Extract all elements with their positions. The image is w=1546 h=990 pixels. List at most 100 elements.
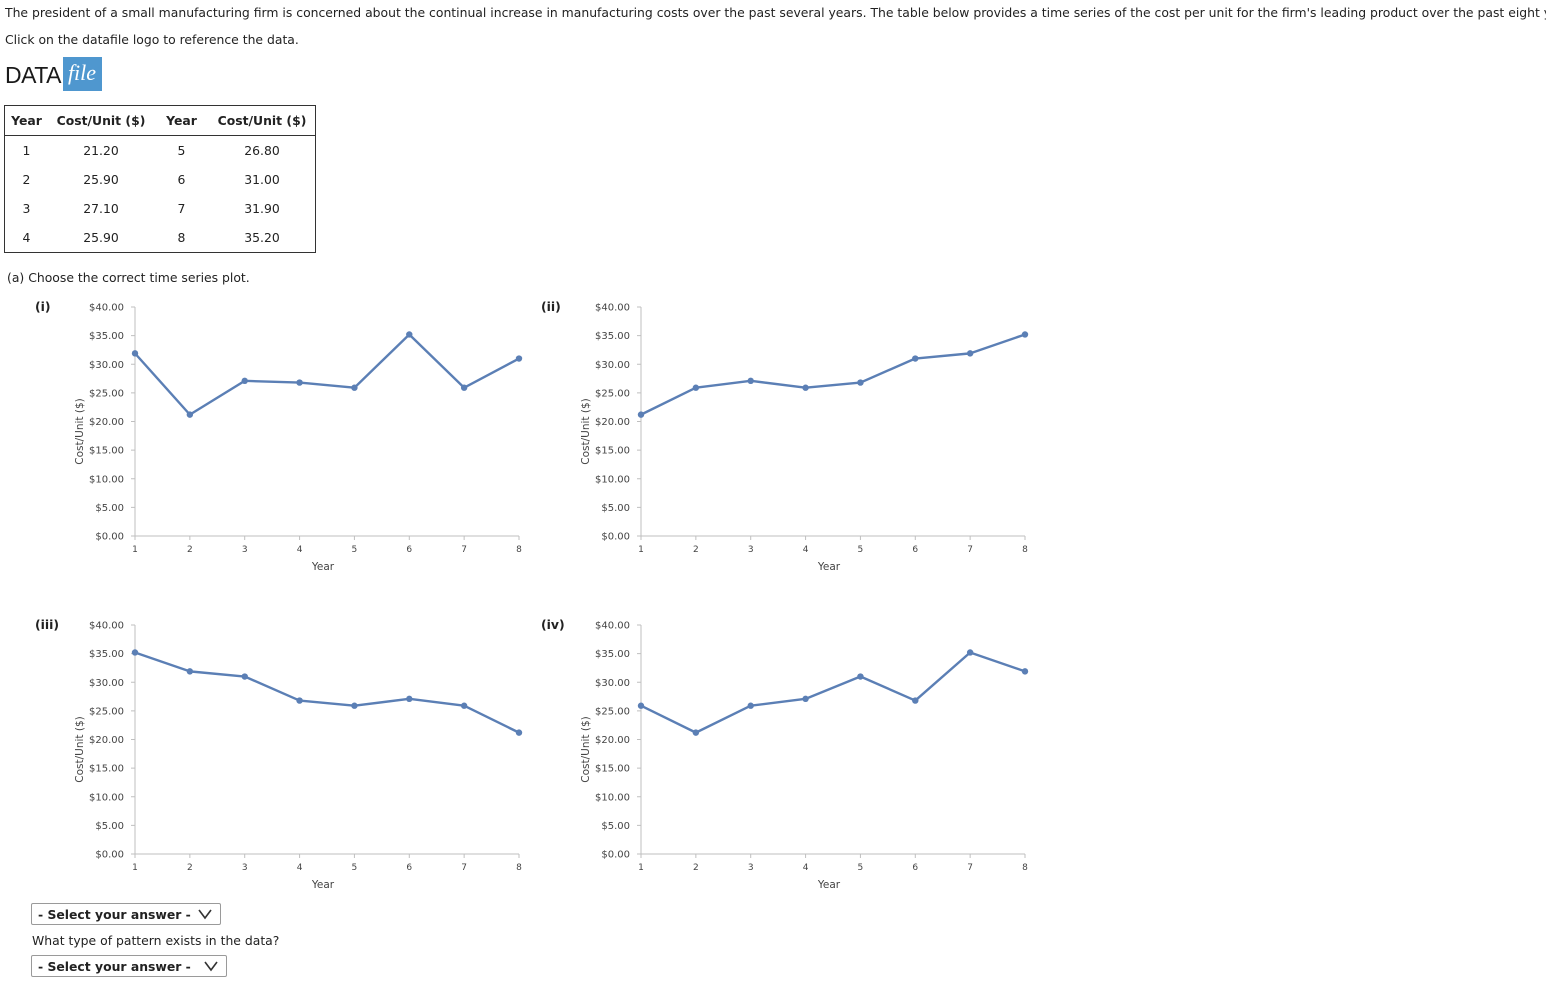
y-tick-label: $35.00 — [595, 649, 630, 660]
y-tick-label: $40.00 — [89, 303, 124, 314]
data-point — [515, 355, 523, 362]
y-tick-label: $20.00 — [89, 417, 124, 428]
plot-label-iii: (iii) — [35, 617, 60, 632]
pattern-choice-value: - Select your answer - — [38, 958, 191, 974]
table-row: 2 25.90 6 31.00 — [5, 165, 316, 194]
data-point — [637, 702, 645, 709]
data-point — [296, 697, 303, 704]
data-point — [296, 379, 303, 386]
x-tick-label: 3 — [242, 863, 248, 873]
y-tick-label: $20.00 — [89, 735, 124, 746]
data-point — [637, 411, 645, 418]
table-cell: 2 — [22, 172, 31, 187]
x-tick-label: 6 — [406, 545, 412, 555]
table-cell: 1 — [22, 143, 31, 158]
y-tick-label: $25.00 — [595, 388, 630, 399]
x-tick-label: 6 — [912, 863, 918, 873]
x-tick-label: 1 — [132, 863, 138, 873]
time-series-plot-iv: $0.00 $5.00 $10.00 $15.00 $20.00 $25.00 $30.00… — [580, 621, 1029, 891]
x-tick-label: 2 — [187, 545, 193, 555]
chevron-down-icon — [198, 909, 212, 920]
y-tick-label: $35.00 — [595, 331, 630, 342]
table-cell: 35.20 — [244, 230, 280, 245]
table-cell: 21.20 — [83, 143, 119, 158]
data-point — [912, 697, 919, 704]
y-tick-label: $35.00 — [89, 649, 124, 660]
y-tick-label: $30.00 — [89, 678, 124, 689]
data-point — [186, 411, 194, 418]
data-point — [131, 649, 139, 656]
x-tick-label: 2 — [693, 863, 699, 873]
y-tick-label: $0.00 — [95, 532, 124, 543]
plot-choice-select[interactable]: - Select your answer - — [31, 903, 221, 925]
data-point — [747, 702, 754, 709]
data-point — [131, 350, 139, 357]
y-tick-label: $15.00 — [595, 764, 630, 775]
data-point — [515, 729, 523, 736]
table-cell: 25.90 — [83, 230, 119, 245]
x-tick-label: 1 — [638, 545, 644, 555]
chevron-down-icon — [204, 961, 218, 972]
y-tick-label: $10.00 — [595, 792, 630, 803]
table-header: Cost/Unit ($) — [48, 105, 154, 136]
cost-table: Year Cost/Unit ($) Year Cost/Unit ($) 1 … — [4, 105, 316, 253]
x-axis-title: Year — [311, 561, 335, 573]
x-tick-label: 3 — [242, 545, 248, 555]
x-tick-label: 4 — [297, 863, 303, 873]
y-tick-label: $15.00 — [89, 446, 124, 457]
x-axis-title: Year — [817, 879, 841, 891]
y-tick-label: $0.00 — [95, 850, 124, 861]
y-tick-label: $0.00 — [601, 532, 630, 543]
x-tick-label: 5 — [858, 863, 864, 873]
x-tick-label: 5 — [352, 863, 358, 873]
x-tick-label: 1 — [132, 545, 138, 555]
y-tick-label: $25.00 — [595, 706, 630, 717]
y-tick-label: $40.00 — [89, 621, 124, 632]
table-header: Year — [154, 105, 209, 136]
y-tick-label: $15.00 — [595, 446, 630, 457]
y-tick-label: $25.00 — [89, 706, 124, 717]
time-series-plot-iii: $0.00 $5.00 $10.00 $15.00 $20.00 $25.00 $30.00… — [74, 621, 523, 891]
table-cell: 31.00 — [244, 172, 280, 187]
y-tick-label: $30.00 — [595, 678, 630, 689]
datafile-file-text: file — [62, 57, 103, 91]
data-point — [802, 384, 809, 391]
y-tick-label: $20.00 — [595, 417, 630, 428]
time-series-plot-i: $0.00 $5.00 $10.00 $15.00 $20.00 $25.00 $30.00… — [74, 303, 523, 573]
plot-label-iv: (iv) — [541, 617, 565, 632]
data-point — [857, 379, 864, 386]
y-tick-label: $30.00 — [595, 360, 630, 371]
x-tick-label: 7 — [461, 863, 467, 873]
data-point — [966, 649, 974, 656]
y-tick-label: $5.00 — [95, 503, 124, 514]
data-point — [1021, 331, 1029, 338]
datafile-logo[interactable]: DATA file — [5, 56, 103, 92]
x-axis-title: Year — [311, 879, 335, 891]
data-point — [351, 702, 358, 709]
y-axis-title: Cost/Unit ($) — [580, 398, 592, 464]
y-axis-title: Cost/Unit ($) — [74, 716, 86, 782]
x-tick-label: 4 — [297, 545, 303, 555]
table-row: 4 25.90 8 35.20 — [5, 223, 316, 253]
time-series-plot-ii: $0.00 $5.00 $10.00 $15.00 $20.00 $25.00 $30.00… — [580, 303, 1029, 573]
table-cell: 3 — [22, 201, 31, 216]
y-axis-title: Cost/Unit ($) — [74, 398, 86, 464]
x-axis-title: Year — [817, 561, 841, 573]
datafile-hint: Click on the datafile logo to reference … — [5, 32, 299, 47]
y-tick-label: $40.00 — [595, 303, 630, 314]
x-tick-label: 8 — [516, 545, 522, 555]
pattern-choice-select[interactable]: - Select your answer - — [31, 955, 227, 977]
data-point — [966, 350, 974, 357]
data-point — [692, 729, 700, 736]
x-tick-label: 6 — [406, 863, 412, 873]
y-axis-title: Cost/Unit ($) — [580, 716, 592, 782]
x-tick-label: 8 — [1022, 863, 1028, 873]
data-point — [802, 695, 809, 703]
x-tick-label: 6 — [912, 545, 918, 555]
data-point — [460, 384, 468, 391]
table-row: 1 21.20 5 26.80 — [5, 136, 316, 166]
x-tick-label: 1 — [638, 863, 644, 873]
x-tick-label: 8 — [516, 863, 522, 873]
data-point — [406, 695, 413, 703]
plot-label-i: (i) — [35, 299, 51, 314]
